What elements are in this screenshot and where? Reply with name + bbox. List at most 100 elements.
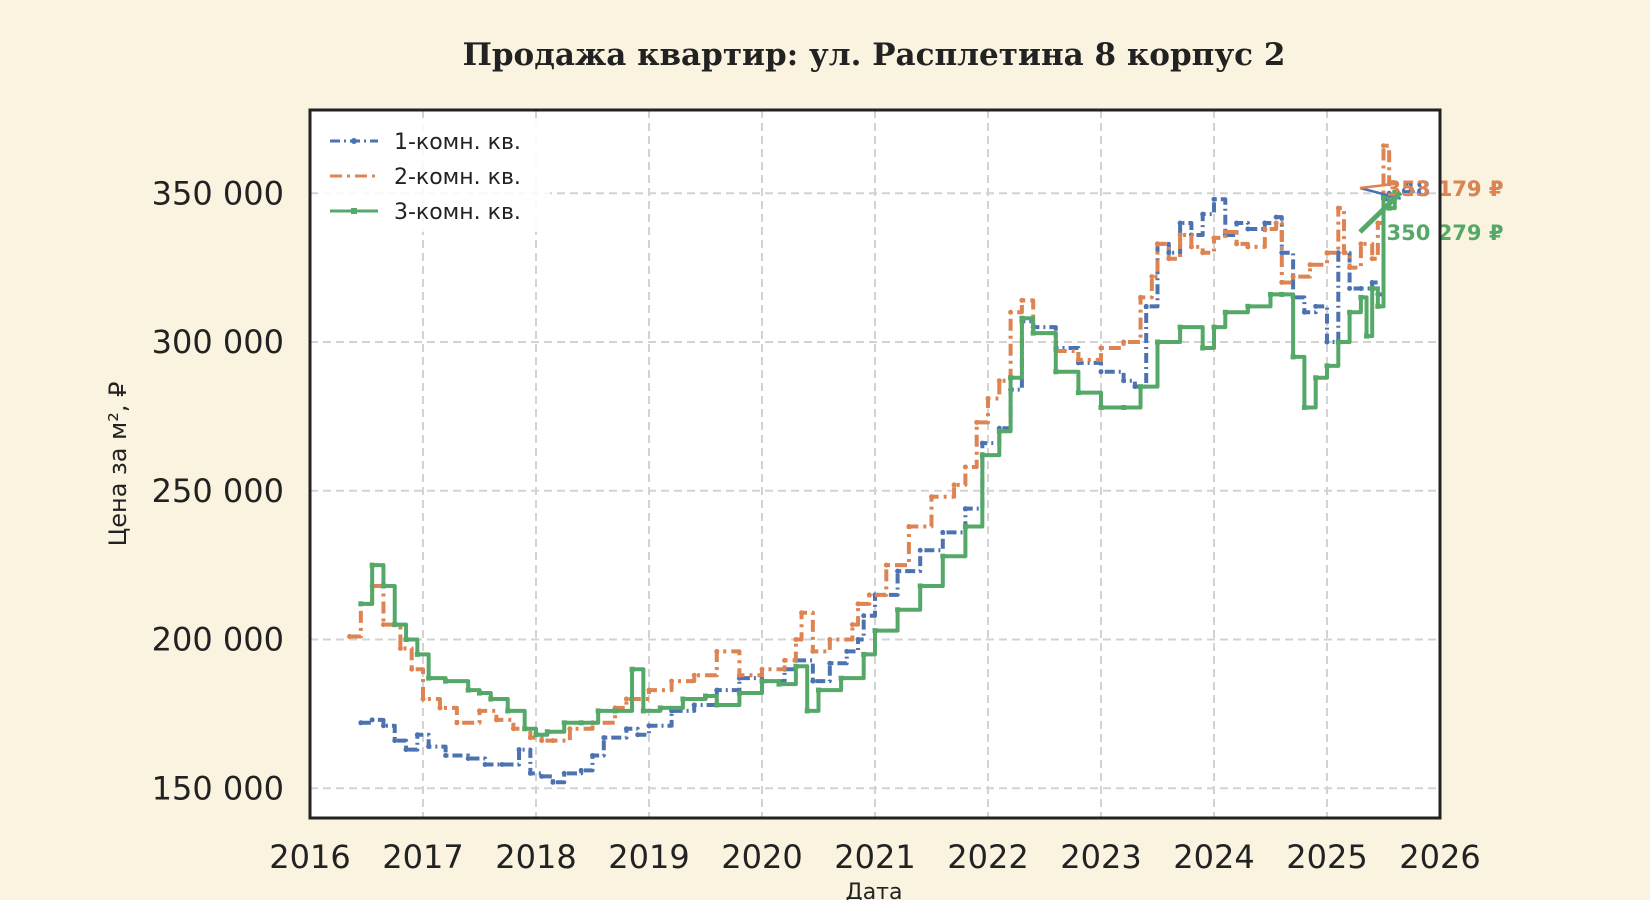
- data-point: [917, 583, 923, 589]
- data-point: [1347, 285, 1353, 291]
- data-point: [1358, 241, 1364, 247]
- data-point: [1177, 232, 1183, 238]
- y-tick-label: 250 000: [152, 472, 284, 510]
- data-point: [1335, 250, 1341, 256]
- data-point: [861, 613, 867, 619]
- x-tick-label: 2021: [834, 838, 915, 876]
- data-point: [1324, 250, 1330, 256]
- data-point: [550, 738, 556, 744]
- data-point: [985, 396, 991, 402]
- data-point: [1019, 315, 1025, 321]
- data-point: [414, 651, 420, 657]
- data-point: [1279, 280, 1285, 286]
- data-point: [736, 672, 742, 678]
- data-point: [1324, 339, 1330, 345]
- data-point: [849, 622, 855, 628]
- data-point: [996, 378, 1002, 384]
- data-point: [488, 696, 494, 702]
- data-point: [793, 637, 799, 643]
- data-point: [657, 705, 663, 711]
- data-point: [1375, 303, 1381, 309]
- data-point: [1075, 357, 1081, 363]
- data-point: [539, 738, 545, 744]
- data-point: [906, 523, 912, 529]
- data-point: [1290, 354, 1296, 360]
- x-tick-label: 2026: [1399, 838, 1480, 876]
- data-point: [1121, 404, 1127, 410]
- y-tick-label: 300 000: [152, 323, 284, 361]
- data-point: [838, 675, 844, 681]
- data-point: [1381, 143, 1386, 149]
- legend-label-1: 1-комн. кв.: [394, 130, 521, 155]
- data-point: [510, 726, 516, 732]
- data-point: [358, 601, 364, 607]
- data-point: [962, 506, 968, 512]
- x-axis: 2016 2017 2018 2019 2020 2021 2022 2023 2024 2025…: [269, 838, 1480, 876]
- data-point: [1143, 303, 1149, 309]
- data-point: [578, 720, 584, 726]
- data-point: [816, 687, 821, 693]
- data-point: [844, 648, 850, 654]
- data-point: [561, 770, 567, 776]
- data-point: [776, 681, 782, 687]
- data-point: [601, 735, 607, 741]
- data-point: [691, 672, 697, 678]
- data-point: [369, 717, 375, 723]
- data-point: [403, 637, 409, 643]
- data-point: [550, 779, 556, 785]
- data-point: [347, 634, 353, 640]
- data-point: [979, 452, 985, 458]
- data-point: [1358, 285, 1364, 291]
- x-tick-label: 2025: [1286, 838, 1367, 876]
- data-point: [1200, 250, 1206, 256]
- data-point: [1188, 244, 1194, 250]
- data-point: [736, 690, 742, 696]
- data-point: [810, 678, 816, 684]
- data-point: [810, 648, 816, 654]
- data-point: [646, 723, 652, 729]
- data-point: [1121, 339, 1127, 345]
- end-value-label: 350 279 ₽: [1387, 221, 1504, 245]
- data-point: [1301, 309, 1307, 315]
- data-point: [426, 744, 432, 750]
- data-point: [782, 657, 788, 663]
- data-point: [940, 553, 946, 559]
- series-layer: [347, 143, 1398, 785]
- data-point: [1149, 274, 1155, 280]
- data-point: [409, 666, 415, 672]
- legend-label-2: 2-комн. кв.: [394, 165, 521, 190]
- legend: 1-комн. кв. 2-комн. кв. 3-комн. кв.: [320, 120, 550, 232]
- data-point: [527, 770, 533, 776]
- data-point: [635, 732, 641, 738]
- data-point: [1019, 297, 1025, 303]
- data-point: [454, 720, 460, 726]
- legend-label-3: 3-комн. кв.: [394, 200, 521, 225]
- data-point: [799, 610, 805, 616]
- data-point: [1098, 369, 1104, 375]
- data-point: [1268, 291, 1273, 297]
- data-point: [1347, 309, 1353, 315]
- data-point: [403, 747, 409, 753]
- data-point: [929, 494, 934, 500]
- data-point: [996, 428, 1002, 434]
- data-point: [895, 607, 901, 613]
- data-point: [443, 678, 449, 684]
- data-point: [1166, 250, 1172, 256]
- data-point: [951, 482, 957, 488]
- grid: [309, 110, 1441, 818]
- data-point: [561, 720, 567, 726]
- data-point: [1375, 220, 1381, 226]
- data-point: [414, 732, 420, 738]
- data-point: [940, 529, 946, 535]
- end-annotation-2: 353 179 ₽: [1359, 177, 1503, 201]
- data-point: [1341, 250, 1347, 256]
- data-point: [380, 723, 386, 729]
- data-point: [1262, 220, 1268, 226]
- data-point: [895, 568, 901, 574]
- data-point: [1290, 274, 1296, 280]
- data-point: [380, 583, 386, 589]
- data-point: [1347, 265, 1353, 271]
- data-point: [1155, 339, 1160, 345]
- data-point: [595, 708, 601, 714]
